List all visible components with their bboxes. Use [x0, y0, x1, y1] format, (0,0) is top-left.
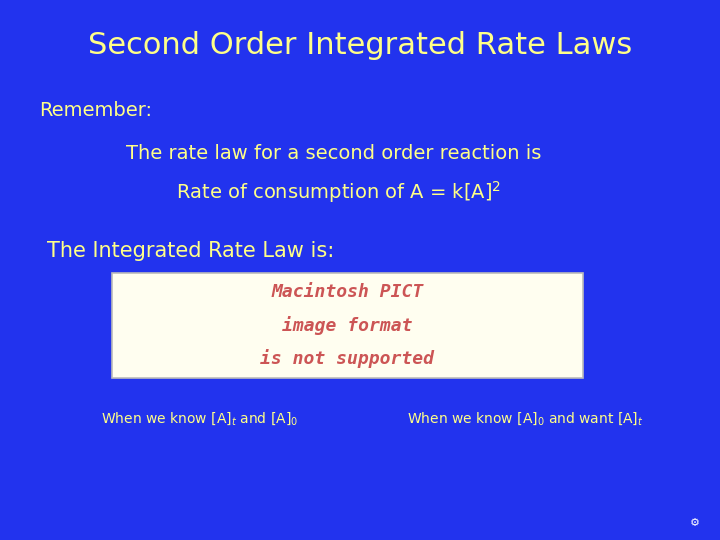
Text: image format: image format	[282, 316, 413, 335]
Text: Macintosh PICT: Macintosh PICT	[271, 283, 423, 301]
Text: is not supported: is not supported	[261, 349, 434, 368]
Text: ⚙: ⚙	[690, 518, 700, 528]
Text: Second Order Integrated Rate Laws: Second Order Integrated Rate Laws	[88, 31, 632, 60]
Text: The Integrated Rate Law is:: The Integrated Rate Law is:	[47, 241, 334, 261]
Text: The rate law for a second order reaction is: The rate law for a second order reaction…	[126, 144, 541, 164]
FancyBboxPatch shape	[112, 273, 583, 378]
Text: Rate of consumption of A = k[A]$^{2}$: Rate of consumption of A = k[A]$^{2}$	[176, 179, 502, 205]
Text: Remember:: Remember:	[40, 101, 153, 120]
Text: When we know [A]$_{t}$ and [A]$_{0}$: When we know [A]$_{t}$ and [A]$_{0}$	[101, 410, 298, 427]
Text: When we know [A]$_{0}$ and want [A]$_{t}$: When we know [A]$_{0}$ and want [A]$_{t}…	[407, 410, 644, 427]
